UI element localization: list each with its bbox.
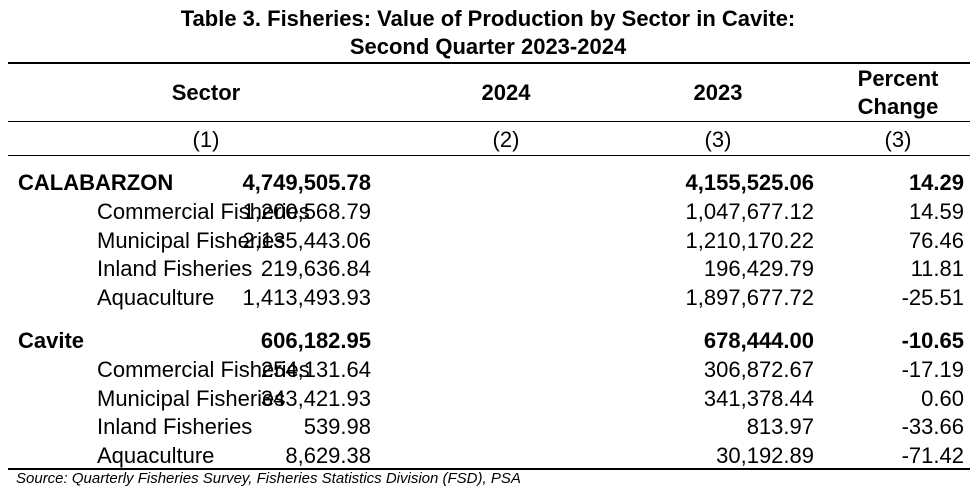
column-number-2: (2): [492, 127, 520, 152]
row-percent-change: 76.46: [908, 228, 964, 253]
row-value-2024: 8,629.38: [285, 443, 371, 468]
row-value-2023: 1,210,170.22: [685, 228, 814, 253]
column-number-4: (3): [884, 127, 912, 152]
row-sector-name: Municipal Fisheries: [97, 228, 286, 253]
group-percent-change: 14.29: [908, 170, 964, 195]
row-value-2024: 219,636.84: [260, 256, 371, 281]
row-value-2023: 306,872.67: [703, 357, 814, 382]
group-value-2024: 4,749,505.78: [242, 170, 371, 195]
column-number-rule: [8, 155, 970, 156]
row-sector-name: Commercial Fisheries: [97, 199, 310, 224]
row-value-2023: 1,897,677.72: [685, 285, 814, 310]
row-percent-change: -17.19: [901, 357, 964, 382]
row-percent-change: 0.60: [921, 386, 964, 411]
row-value-2023: 30,192.89: [716, 443, 814, 468]
column-number-3: (3): [704, 127, 732, 152]
row-sector-name: Inland Fisheries: [97, 414, 253, 439]
header-percent-change-line2: Change: [857, 94, 939, 119]
row-sector-name: Aquaculture: [97, 285, 215, 310]
row-value-2024: 2,135,443.06: [242, 228, 371, 253]
row-sector-name: Commercial Fisheries: [97, 357, 310, 382]
group-name-cavite: Cavite: [18, 328, 85, 353]
row-value-2024: 343,421.93: [260, 386, 371, 411]
row-percent-change: -25.51: [901, 285, 964, 310]
group-value-2024: 606,182.95: [260, 328, 371, 353]
group-name-calabarzon: CALABARZON: [18, 170, 174, 195]
row-sector-name: Municipal Fisheries: [97, 386, 286, 411]
header-percent-change-line1: Percent: [857, 66, 939, 91]
group-value-2023: 4,155,525.06: [685, 170, 814, 195]
row-sector-name: Aquaculture: [97, 443, 215, 468]
row-value-2024: 254,131.64: [260, 357, 371, 382]
row-percent-change: -71.42: [901, 443, 964, 468]
bottom-rule: [8, 468, 970, 470]
row-value-2023: 813.97: [746, 414, 814, 439]
row-percent-change: -33.66: [901, 414, 964, 439]
header-sector: Sector: [171, 80, 241, 105]
column-number-1: (1): [192, 127, 220, 152]
header-2024: 2024: [481, 80, 531, 105]
row-value-2023: 1,047,677.12: [685, 199, 814, 224]
row-value-2024: 1,200,568.79: [242, 199, 371, 224]
header-2023: 2023: [693, 80, 743, 105]
row-value-2023: 196,429.79: [703, 256, 814, 281]
row-sector-name: Inland Fisheries: [97, 256, 253, 281]
row-percent-change: 11.81: [910, 256, 964, 281]
header-rule: [8, 121, 970, 122]
table-title-line2: Second Quarter 2023-2024: [349, 34, 627, 59]
source-note: Source: Quarterly Fisheries Survey, Fish…: [16, 470, 521, 487]
group-percent-change: -10.65: [901, 328, 964, 353]
row-percent-change: 14.59: [908, 199, 964, 224]
top-rule: [8, 62, 970, 64]
row-value-2024: 539.98: [303, 414, 371, 439]
table-title-line1: Table 3. Fisheries: Value of Production …: [180, 6, 796, 31]
group-value-2023: 678,444.00: [703, 328, 814, 353]
row-value-2024: 1,413,493.93: [242, 285, 371, 310]
row-value-2023: 341,378.44: [703, 386, 814, 411]
